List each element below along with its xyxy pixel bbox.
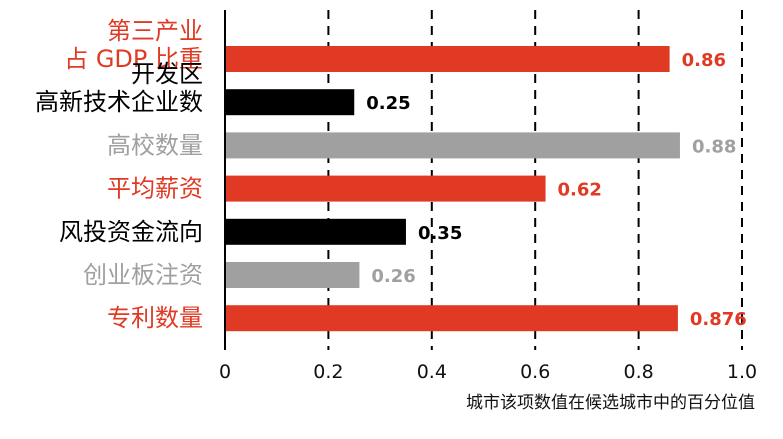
- value-label: 0.88: [692, 136, 736, 157]
- bar: [225, 89, 355, 116]
- x-tick-label: 0.4: [417, 361, 447, 383]
- value-label: 0.62: [558, 180, 602, 201]
- value-label: 0.35: [418, 223, 462, 244]
- category-label: 第三产业: [107, 17, 203, 45]
- bars: [225, 46, 680, 332]
- bar: [225, 175, 546, 202]
- category-label: 专利数量: [107, 304, 203, 332]
- value-label: 0.876: [690, 309, 747, 330]
- category-label: 高校数量: [107, 131, 203, 159]
- bar: [225, 46, 670, 72]
- bar: [225, 132, 680, 159]
- category-label: 创业板注资: [83, 261, 203, 289]
- value-label: 0.86: [682, 50, 726, 71]
- value-label: 0.25: [366, 93, 410, 114]
- x-tick-label: 1.0: [727, 361, 757, 383]
- value-labels: 0.86 0.25 0.88 0.62 0.35 0.26 0.876: [366, 50, 747, 330]
- x-tick-label: 0.6: [520, 361, 550, 383]
- bar: [225, 218, 406, 245]
- bar: [225, 305, 678, 332]
- x-tick-label: 0.8: [623, 361, 653, 383]
- x-tick-label: 0.2: [313, 361, 343, 383]
- category-label: 平均薪资: [107, 175, 203, 203]
- category-label: 占 GDP 比重: [64, 45, 203, 73]
- category-label: 高新技术企业数: [35, 88, 203, 116]
- bar: [225, 262, 360, 288]
- category-label: 开发区: [131, 60, 203, 88]
- x-tick-labels: 0 0.2 0.4 0.6 0.8 1.0: [219, 361, 757, 383]
- x-axis-title: 城市该项数值在候选城市中的百分位值: [466, 393, 755, 413]
- category-label: 风投资金流向: [59, 218, 203, 246]
- x-tick-label: 0: [219, 361, 231, 383]
- value-label: 0.26: [371, 266, 415, 287]
